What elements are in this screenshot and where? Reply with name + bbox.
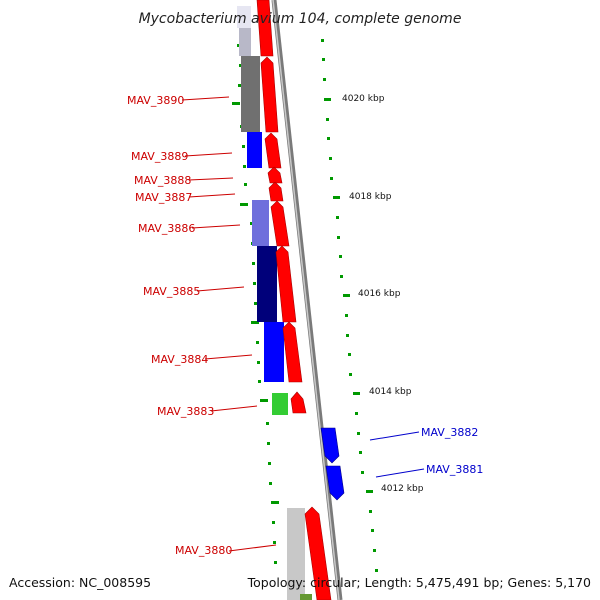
gene-label[interactable]: MAV_3887 xyxy=(135,191,192,204)
gene-label[interactable]: MAV_3885 xyxy=(143,285,200,298)
gene-label[interactable]: MAV_3890 xyxy=(127,94,184,107)
accession-text: Accession: NC_008595 xyxy=(9,575,151,590)
gene-arrow[interactable] xyxy=(256,0,274,57)
reverse-genes xyxy=(320,427,345,501)
gene-arrow[interactable] xyxy=(290,391,307,414)
gene-label[interactable]: MAV_3886 xyxy=(138,222,195,235)
scale-track xyxy=(321,39,378,572)
gene-arrow[interactable] xyxy=(304,506,332,600)
gene-label[interactable]: MAV_3882 xyxy=(421,426,478,439)
gene-arrow[interactable] xyxy=(268,181,284,202)
gene-arrow[interactable] xyxy=(282,321,303,383)
tick-label: 4018 kbp xyxy=(349,192,392,202)
scale-tick-labels: 4020 kbp 4018 kbp 4016 kbp 4014 kbp 4012… xyxy=(342,94,424,494)
tick-label: 4012 kbp xyxy=(381,484,424,494)
gene-label[interactable]: MAV_3880 xyxy=(175,544,232,557)
gene-label[interactable]: MAV_3881 xyxy=(426,463,483,476)
feature-blocks xyxy=(237,6,312,600)
right-label-leaders xyxy=(369,431,425,478)
tick-label: 4014 kbp xyxy=(369,387,412,397)
map-title: Mycobacterium avium 104, complete genome xyxy=(139,11,462,27)
gene-label[interactable]: MAV_3889 xyxy=(131,150,188,163)
backbone xyxy=(271,0,343,600)
tick-label: 4016 kbp xyxy=(358,289,401,299)
left-label-leaders xyxy=(181,96,277,552)
gene-arrow[interactable] xyxy=(325,465,345,501)
gene-arrow[interactable] xyxy=(264,132,282,169)
right-gene-labels: MAV_3882 MAV_3881 xyxy=(421,426,483,476)
gene-arrow[interactable] xyxy=(275,245,297,323)
tick-label: 4020 kbp xyxy=(342,94,385,104)
left-gene-labels: MAV_3890 MAV_3889 MAV_3888 MAV_3887 MAV_… xyxy=(127,94,232,557)
gene-label[interactable]: MAV_3883 xyxy=(157,405,214,418)
gene-label[interactable]: MAV_3888 xyxy=(134,174,191,187)
gene-label[interactable]: MAV_3884 xyxy=(151,353,208,366)
gene-arrow[interactable] xyxy=(320,427,340,464)
summary-text: Topology: circular; Length: 5,475,491 bp… xyxy=(247,575,591,590)
gene-arrow[interactable] xyxy=(270,200,290,247)
forward-genes xyxy=(256,0,332,600)
gene-arrow[interactable] xyxy=(260,56,279,133)
gene-arrow[interactable] xyxy=(267,166,283,184)
